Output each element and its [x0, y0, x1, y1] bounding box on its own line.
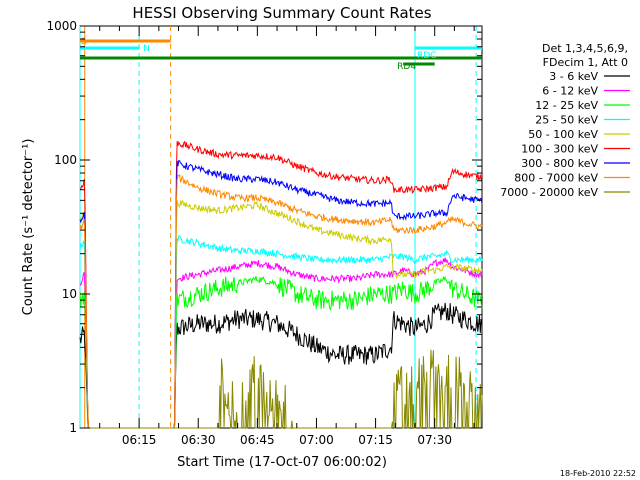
legend-label-2: 12 - 25 keV	[535, 99, 598, 112]
state-label-1: N	[143, 44, 150, 54]
x-tick-label-4: 07:15	[358, 433, 393, 447]
legend-label-6: 300 - 800 keV	[521, 157, 598, 170]
x-axis-label: Start Time (17-Oct-07 06:00:02)	[177, 455, 387, 470]
y-tick-label-1: 10	[62, 287, 77, 301]
legend: Det 1,3,4,5,6,9,FDecim 1, Att 03 - 6 keV…	[500, 42, 630, 199]
series-lines	[79, 140, 483, 429]
footer-timestamp: 18-Feb-2010 22:52	[560, 469, 636, 478]
y-axis-label: Count Rate (s⁻¹ detector⁻¹)	[21, 139, 36, 316]
vertical-markers	[79, 26, 477, 428]
legend-label-1: 6 - 12 keV	[542, 85, 598, 98]
x-axis: 06:15 06:30 06:45 07:00 07:15 07:30	[99, 26, 475, 447]
state-label-3: RD4	[397, 62, 416, 72]
y-tick-label-3: 1000	[46, 19, 77, 33]
series-line-2	[79, 275, 483, 429]
x-tick-label-0: 06:15	[122, 433, 157, 447]
legend-label-4: 50 - 100 keV	[528, 128, 598, 141]
state-label-0: S	[81, 37, 87, 47]
y-tick-label-0: 1	[69, 421, 77, 435]
series-line-8	[80, 349, 483, 429]
y-tick-label-2: 100	[54, 153, 77, 167]
legend-label-3: 25 - 50 keV	[535, 114, 598, 127]
legend-header-1: FDecim 1, Att 0	[543, 56, 628, 69]
legend-label-5: 100 - 300 keV	[521, 143, 598, 156]
state-label-4: RDC	[417, 51, 436, 61]
legend-header-0: Det 1,3,4,5,6,9,	[542, 42, 628, 55]
x-tick-label-3: 07:00	[299, 433, 334, 447]
x-tick-label-1: 06:30	[181, 433, 216, 447]
legend-label-0: 3 - 6 keV	[549, 70, 598, 83]
legend-label-8: 7000 - 20000 keV	[500, 186, 598, 199]
y-axis: 1 10 100 1000	[46, 19, 482, 435]
chart-title: HESSI Observing Summary Count Rates	[132, 4, 431, 22]
x-tick-label-5: 07:30	[417, 433, 452, 447]
legend-label-7: 800 - 7000 keV	[514, 172, 598, 185]
x-tick-label-2: 06:45	[240, 433, 275, 447]
